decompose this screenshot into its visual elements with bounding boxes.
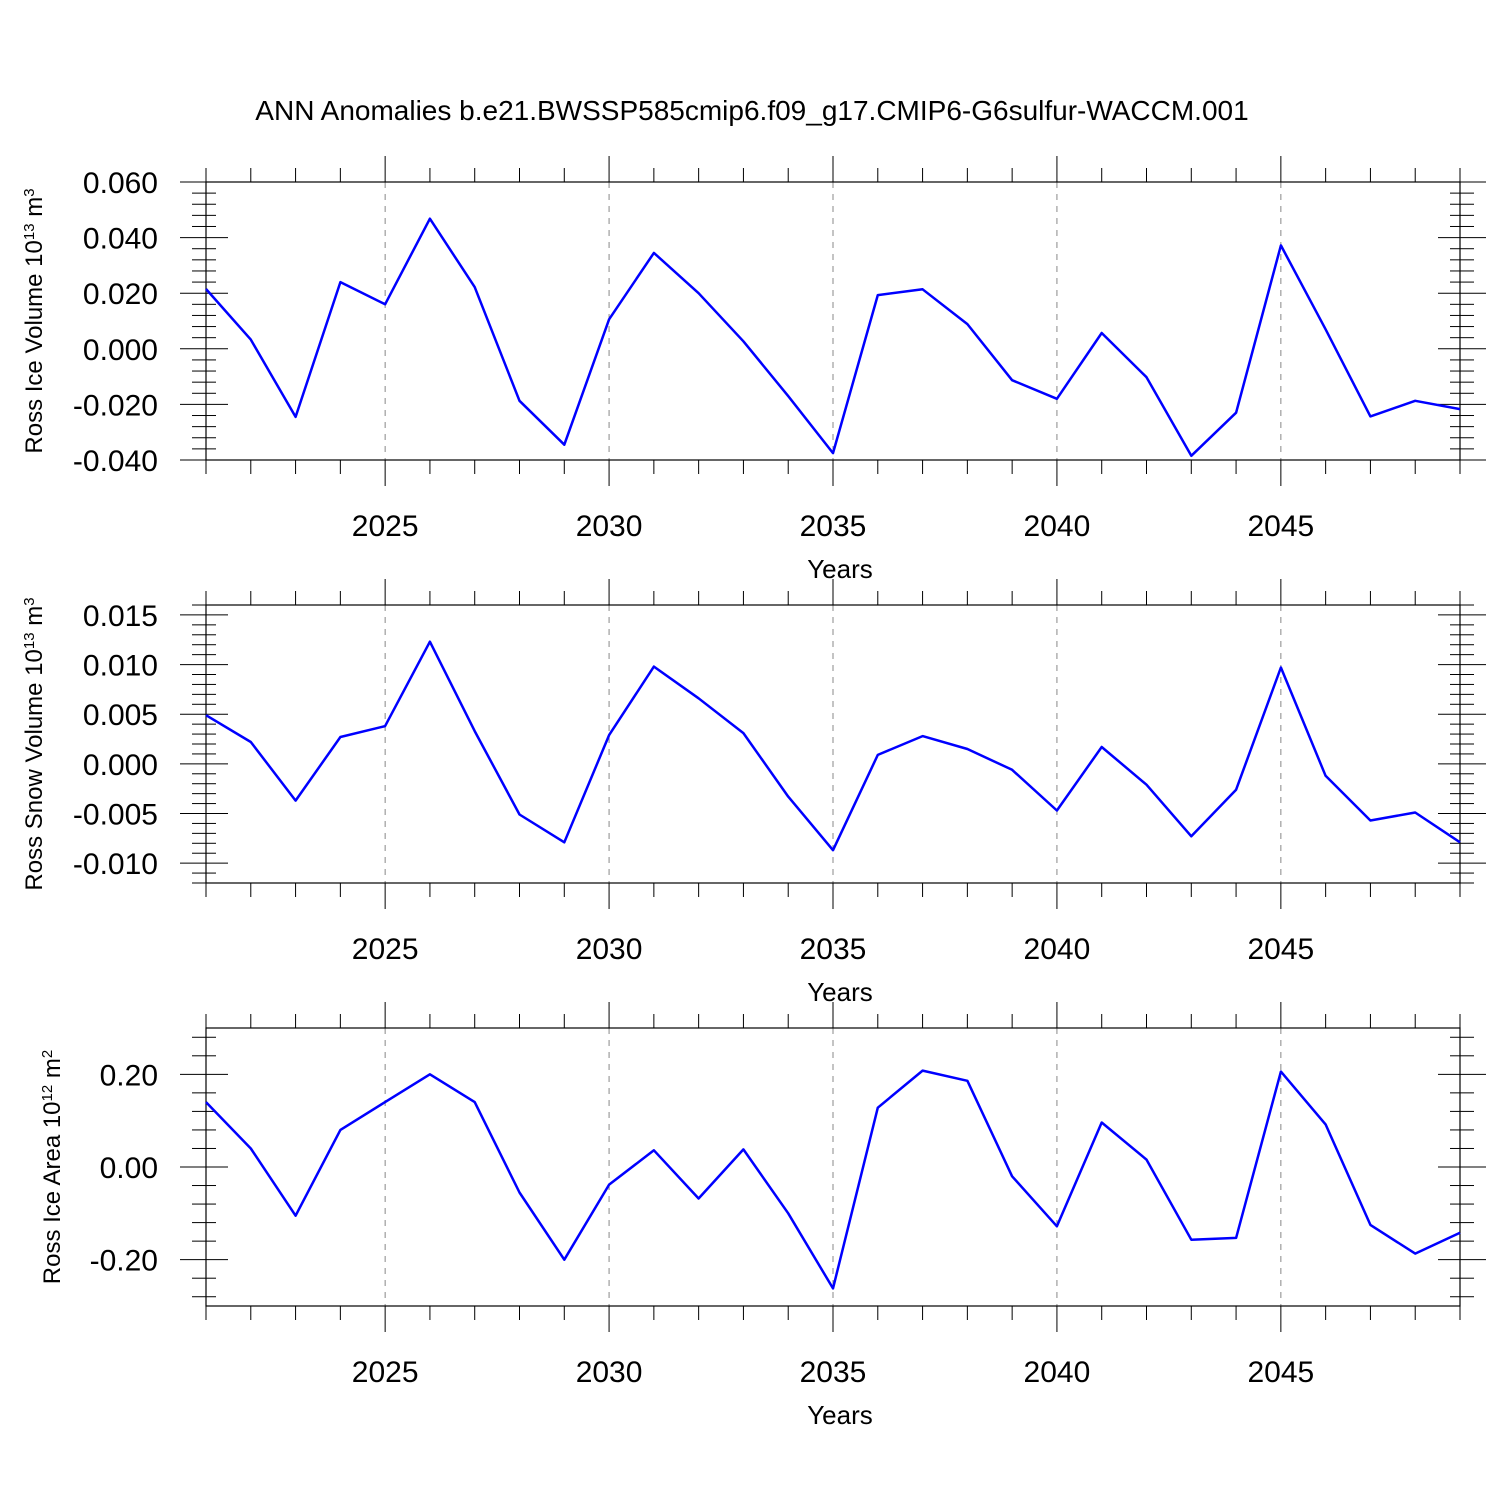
series-line	[205, 640, 1461, 852]
y-tick-label: 0.00	[100, 1152, 158, 1185]
x-tick-label: 2045	[1247, 510, 1314, 543]
x-tick-label: 2035	[800, 510, 867, 543]
x-tick-label: 2040	[1024, 510, 1091, 543]
y-axis-label: Ross Ice Volume 1013 m3	[21, 188, 49, 453]
y-axis-label: Ross Ice Area 1012 m2	[39, 1050, 67, 1284]
y-tick-label: -0.010	[73, 848, 158, 881]
y-tick-label: 0.060	[83, 167, 158, 200]
y-axis-label-text: m	[21, 606, 48, 633]
y-tick-label: 0.015	[83, 600, 158, 633]
y-axis-label-exponent: 13	[21, 223, 38, 240]
y-axis-label-exponent: 3	[21, 188, 38, 196]
y-axis-label-exponent: 2	[39, 1050, 56, 1058]
x-tick-label: 2045	[1247, 1356, 1314, 1389]
y-axis-label-text: m	[21, 197, 48, 224]
x-tick-label: 2035	[800, 933, 867, 966]
y-axis-label-exponent: 3	[21, 597, 38, 605]
y-tick-label: 0.020	[83, 278, 158, 311]
y-axis-label-text: Ross Snow Volume 10	[21, 649, 48, 890]
y-tick-label: -0.040	[73, 445, 158, 478]
x-tick-label: 2025	[352, 510, 419, 543]
y-axis-label-text: Ross Ice Volume 10	[21, 240, 48, 453]
x-tick-label: 2030	[576, 510, 643, 543]
x-axis-label: Years	[807, 554, 873, 584]
y-axis-label-text: m	[39, 1058, 66, 1085]
y-tick-label: 0.005	[83, 699, 158, 732]
chart-panel-1: 2025 2030 2035 2040 2045 Years 0.060 0.040 0.020…	[21, 156, 1486, 584]
x-axis-label: Years	[807, 1400, 873, 1430]
y-tick-label: -0.20	[90, 1245, 158, 1278]
y-tick-label: 0.010	[83, 650, 158, 683]
y-axis-label-text: Ross Ice Area 10	[39, 1101, 66, 1284]
y-tick-label: -0.005	[73, 799, 158, 832]
x-tick-label: 2040	[1024, 1356, 1091, 1389]
x-tick-label: 2035	[800, 1356, 867, 1389]
y-axis-label-exponent: 13	[21, 632, 38, 649]
y-axis-label-exponent: 12	[39, 1085, 56, 1102]
x-tick-label: 2045	[1247, 933, 1314, 966]
y-axis-label: Ross Snow Volume 1013 m3	[21, 597, 49, 890]
series-line	[205, 217, 1461, 458]
y-tick-label: 0.000	[83, 749, 158, 782]
x-tick-label: 2025	[352, 1356, 419, 1389]
chart-panel-2: 2025 2030 2035 2040 2045 Years 0.015 0.010 0.005…	[21, 579, 1486, 1007]
x-tick-label: 2030	[576, 933, 643, 966]
chart-panel-3: 2025 2030 2035 2040 2045 Years 0.20 0.00 -0.20 Ro…	[39, 1002, 1486, 1430]
chart-title: ANN Anomalies b.e21.BWSSP585cmip6.f09_g1…	[255, 95, 1248, 126]
y-tick-label: -0.020	[73, 389, 158, 422]
x-axis-label: Years	[807, 977, 873, 1007]
x-tick-label: 2030	[576, 1356, 643, 1389]
x-tick-label: 2040	[1024, 933, 1091, 966]
series-line	[205, 1069, 1461, 1290]
y-tick-label: 0.000	[83, 334, 158, 367]
x-tick-label: 2025	[352, 933, 419, 966]
y-tick-label: 0.040	[83, 223, 158, 256]
y-tick-label: 0.20	[100, 1059, 158, 1092]
